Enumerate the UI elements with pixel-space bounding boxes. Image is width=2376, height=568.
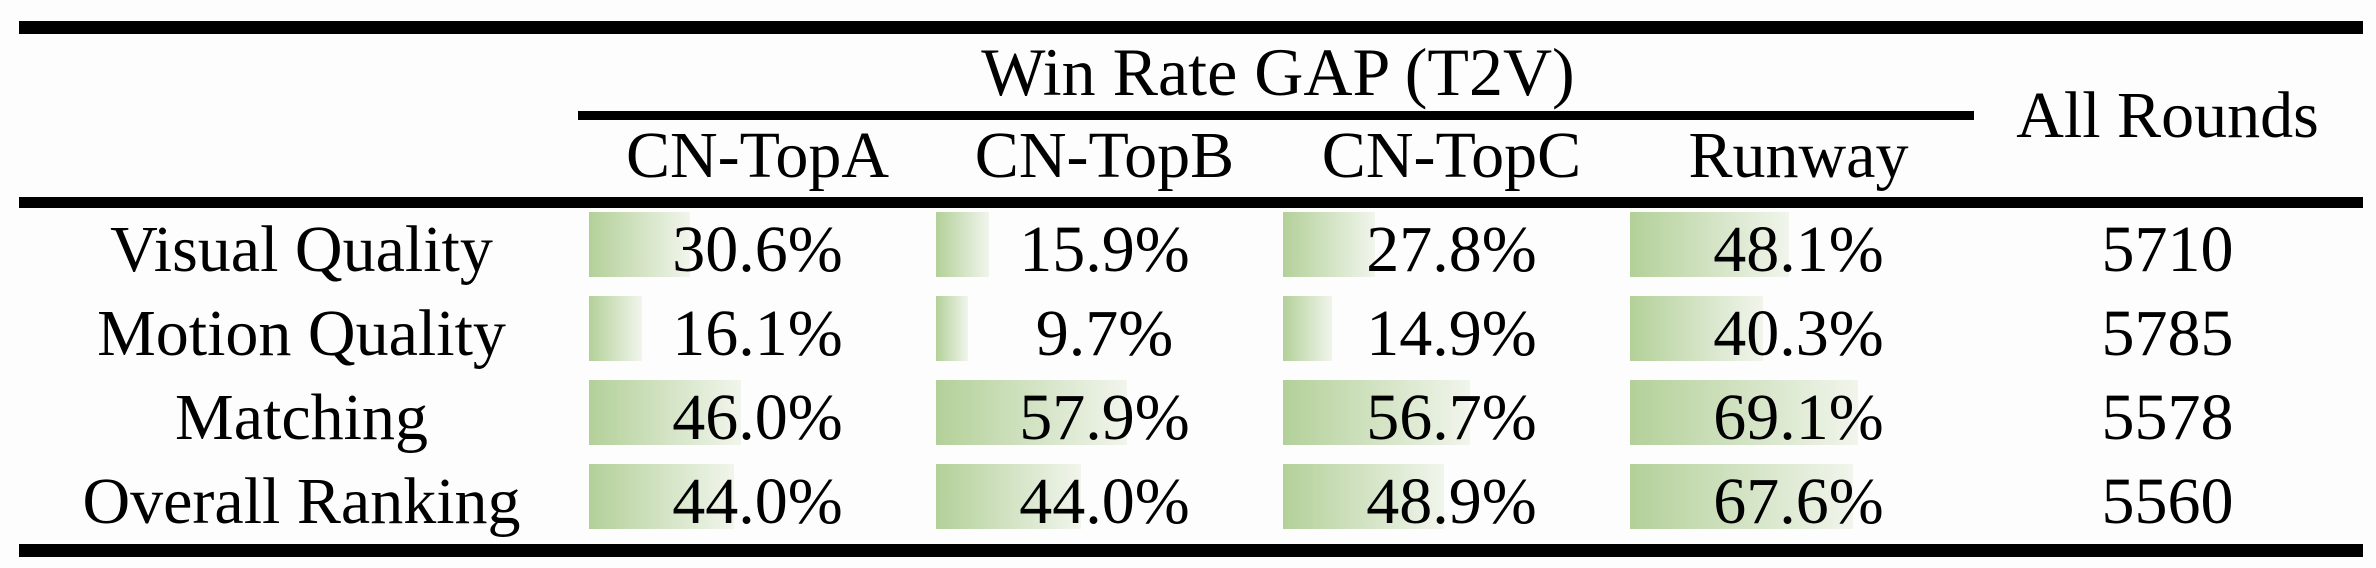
- row-label: Visual Quality: [110, 213, 493, 286]
- winrate-bar: [589, 380, 741, 445]
- winrate-cell: 44.0%: [584, 460, 931, 544]
- column-header-cn-topa: CN-TopA: [625, 119, 890, 192]
- column-header-cn-topb: CN-TopB: [974, 119, 1235, 192]
- winrate-value: 44.0%: [672, 465, 843, 538]
- winrate-cell: 9.7%: [931, 292, 1278, 376]
- table-row-visual-quality: Visual Quality 30.6% 15.9% 27.8% 48.1% 5…: [19, 208, 2363, 292]
- table-row-motion-quality: Motion Quality 16.1% 9.7% 14.9% 40.3% 57…: [19, 292, 2363, 376]
- table-top-rule: [19, 21, 2363, 34]
- winrate-bar: [1283, 296, 1333, 361]
- winrate-bar: [936, 212, 989, 277]
- all-rounds-value: 5710: [2101, 213, 2234, 286]
- winrate-bar: [936, 380, 1128, 445]
- winrate-value: 69.1%: [1713, 381, 1884, 454]
- winrate-bar: [1630, 296, 1763, 361]
- all-rounds-value: 5785: [2101, 297, 2234, 370]
- winrate-value: 48.1%: [1713, 213, 1884, 286]
- table-mid-rule: [19, 197, 2363, 208]
- winrate-value: 57.9%: [1019, 381, 1190, 454]
- results-table: Win Rate GAP (T2V) CN-TopA CN-TopB CN-To…: [19, 21, 2363, 557]
- winrate-bar: [936, 296, 968, 361]
- winrate-value: 16.1%: [672, 297, 843, 370]
- winrate-cell: 48.1%: [1625, 208, 1972, 292]
- winrate-cell: 57.9%: [931, 376, 1278, 460]
- winrate-bar: [1630, 212, 1789, 277]
- winrate-cell: 48.9%: [1278, 460, 1625, 544]
- winrate-value: 9.7%: [1035, 297, 1174, 370]
- row-label: Motion Quality: [97, 297, 506, 370]
- winrate-cell: 67.6%: [1625, 460, 1972, 544]
- all-rounds-value: 5578: [2101, 381, 2234, 454]
- cmidrule-row: [19, 111, 2363, 120]
- winrate-value: 56.7%: [1366, 381, 1537, 454]
- winrate-value: 14.9%: [1366, 297, 1537, 370]
- winrate-cell: 14.9%: [1278, 292, 1625, 376]
- winrate-value: 48.9%: [1366, 465, 1537, 538]
- winrate-cell: 40.3%: [1625, 292, 1972, 376]
- table-column-header-row: CN-TopA CN-TopB CN-TopC Runway: [19, 120, 2363, 197]
- corner-spacer: [19, 34, 584, 111]
- winrate-value: 15.9%: [1019, 213, 1190, 286]
- winrate-bar: [589, 464, 735, 529]
- corner-spacer-2: [19, 120, 584, 197]
- all-rounds-value: 5560: [2101, 465, 2234, 538]
- winrate-bar: [589, 212, 690, 277]
- table-bottom-rule: [19, 544, 2363, 557]
- winrate-cell: 56.7%: [1278, 376, 1625, 460]
- winrate-value: 27.8%: [1366, 213, 1537, 286]
- winrate-bar: [1283, 380, 1471, 445]
- winrate-cell: 69.1%: [1625, 376, 1972, 460]
- winrate-bar: [1283, 212, 1375, 277]
- winrate-bar: [1630, 380, 1858, 445]
- winrate-value: 67.6%: [1713, 465, 1884, 538]
- table-row-overall-ranking: Overall Ranking 44.0% 44.0% 48.9% 67.6% …: [19, 460, 2363, 544]
- winrate-cell: 44.0%: [931, 460, 1278, 544]
- winrate-bar: [589, 296, 643, 361]
- group-header: Win Rate GAP (T2V): [981, 34, 1575, 110]
- winrate-value: 44.0%: [1019, 465, 1190, 538]
- group-header-underline: [578, 111, 1974, 120]
- winrate-bar: [1630, 464, 1854, 529]
- winrate-value: 30.6%: [672, 213, 843, 286]
- row-label: Overall Ranking: [82, 465, 521, 538]
- winrate-cell: 30.6%: [584, 208, 931, 292]
- column-header-all-rounds: All Rounds: [2016, 78, 2319, 152]
- winrate-bar: [936, 464, 1082, 529]
- winrate-cell: 15.9%: [931, 208, 1278, 292]
- winrate-bar: [1283, 464, 1445, 529]
- column-header-cn-topc: CN-TopC: [1321, 119, 1582, 192]
- table-header-group-row: Win Rate GAP (T2V): [19, 34, 2363, 111]
- table-row-matching: Matching 46.0% 57.9% 56.7% 69.1% 5578: [19, 376, 2363, 460]
- row-label: Matching: [175, 381, 428, 454]
- winrate-value: 40.3%: [1713, 297, 1884, 370]
- winrate-cell: 46.0%: [584, 376, 931, 460]
- column-header-runway: Runway: [1688, 119, 1909, 192]
- winrate-cell: 16.1%: [584, 292, 931, 376]
- winrate-cell: 27.8%: [1278, 208, 1625, 292]
- winrate-value: 46.0%: [672, 381, 843, 454]
